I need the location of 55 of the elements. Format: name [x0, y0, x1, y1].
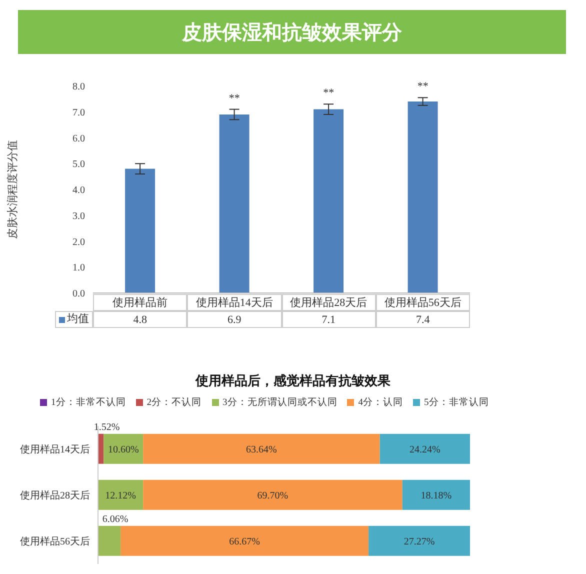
y-tick-label: 6.0: [72, 133, 85, 144]
y-tick-label: 使用样品56天后: [20, 536, 90, 548]
bar: [104, 434, 144, 464]
x-tick-label: 使用样品14天后: [187, 294, 282, 311]
legend-label: 4分：认同: [358, 398, 403, 408]
y-axis-title: 皮肤水润程度评分值: [6, 140, 19, 239]
x-tick-label: 使用样品28天后: [282, 294, 376, 311]
bar: [120, 526, 369, 556]
data-label: 63.64%: [246, 444, 277, 456]
legend-label: 3分：无所谓认同或不认同: [222, 398, 338, 408]
data-label: 1.52%: [94, 422, 120, 433]
bar: [314, 109, 344, 293]
data-label: 7.4: [376, 311, 470, 328]
bar: [98, 526, 121, 556]
y-tick-label: 2.0: [72, 236, 85, 248]
data-label: 69.70%: [257, 490, 288, 502]
data-label: 6.06%: [102, 514, 128, 525]
data-label: 4.8: [93, 311, 188, 328]
legend-label: 2分：不认同: [146, 398, 202, 408]
data-label: 66.67%: [229, 536, 260, 548]
y-tick-label: 5.0: [72, 159, 85, 170]
x-tick-label: 使用样品前: [93, 294, 188, 311]
y-tick-label: 4.0: [72, 185, 85, 196]
legend-label: 均值: [67, 312, 89, 327]
y-tick-label: 3.0: [72, 210, 85, 222]
annotation: **: [323, 87, 334, 100]
bar: [380, 434, 470, 464]
legend-label: 1分：非常不认同: [51, 398, 126, 408]
bar: [98, 480, 144, 510]
data-label: 27.27%: [404, 536, 435, 548]
chart-title: 皮肤保湿和抗皱效果评分: [18, 10, 566, 54]
x-tick-label: 使用样品56天后: [376, 294, 470, 311]
data-label: 6.9: [187, 311, 282, 328]
y-tick-label: 使用样品14天后: [20, 444, 90, 456]
y-tick-label: 0.0: [72, 288, 85, 300]
annotation: **: [228, 92, 240, 104]
y-tick-label: 8.0: [72, 82, 85, 93]
y-tick-label: 使用样品28天后: [20, 490, 90, 502]
chart-title: 使用样品后，感觉样品有抗皱效果: [194, 372, 392, 390]
legend-label: 5分：非常认同: [424, 398, 489, 408]
bar: [408, 102, 438, 293]
data-label: 12.12%: [105, 490, 136, 502]
annotation: **: [417, 80, 428, 93]
y-tick-label: 1.0: [72, 262, 85, 274]
data-label: 18.18%: [420, 490, 452, 502]
bar: [402, 480, 470, 510]
bar: [219, 114, 250, 293]
data-label: 7.1: [282, 311, 376, 328]
data-label: 10.60%: [108, 444, 139, 456]
y-tick-label: 7.0: [72, 107, 85, 118]
data-label: 24.24%: [409, 444, 440, 456]
bar: [368, 526, 470, 556]
bar: [143, 434, 380, 464]
bar: [143, 480, 402, 510]
bar: [125, 168, 156, 293]
